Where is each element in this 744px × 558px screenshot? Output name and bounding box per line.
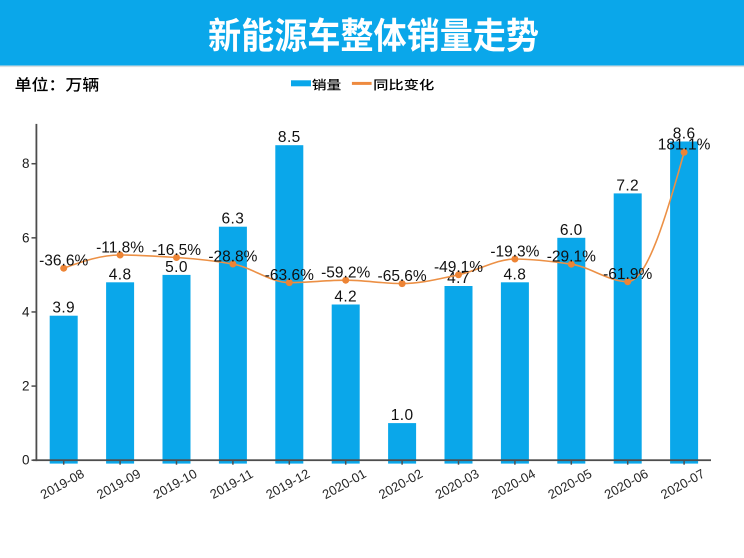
svg-text:2: 2: [22, 379, 30, 394]
svg-text:4.2: 4.2: [334, 289, 357, 306]
svg-text:6: 6: [22, 230, 30, 245]
svg-text:-16.5%: -16.5%: [152, 242, 201, 259]
svg-text:7.2: 7.2: [616, 177, 639, 194]
svg-text:4.8: 4.8: [504, 266, 527, 283]
svg-text:-28.8%: -28.8%: [208, 248, 257, 265]
svg-text:-11.8%: -11.8%: [96, 239, 144, 256]
svg-text:-49.1%: -49.1%: [434, 259, 483, 276]
svg-text:-59.2%: -59.2%: [321, 265, 370, 282]
svg-text:-65.6%: -65.6%: [378, 268, 427, 285]
svg-text:6.3: 6.3: [222, 211, 245, 228]
svg-text:-61.9%: -61.9%: [603, 266, 652, 283]
svg-text:-36.6%: -36.6%: [39, 253, 88, 270]
svg-text:6.0: 6.0: [560, 222, 583, 239]
svg-text:3.9: 3.9: [52, 300, 75, 317]
svg-text:8: 8: [22, 156, 30, 171]
svg-text:-63.6%: -63.6%: [265, 267, 314, 284]
svg-text:8.6: 8.6: [673, 126, 696, 143]
svg-text:-19.3%: -19.3%: [490, 243, 539, 260]
svg-text:5.0: 5.0: [165, 259, 188, 276]
svg-text:181.1%: 181.1%: [658, 137, 711, 154]
svg-text:0: 0: [22, 453, 30, 468]
svg-text:1.0: 1.0: [391, 407, 414, 424]
svg-text:4.8: 4.8: [109, 266, 132, 283]
svg-text:4: 4: [22, 305, 30, 320]
svg-text:-29.1%: -29.1%: [547, 249, 596, 266]
svg-text:8.5: 8.5: [278, 129, 301, 146]
